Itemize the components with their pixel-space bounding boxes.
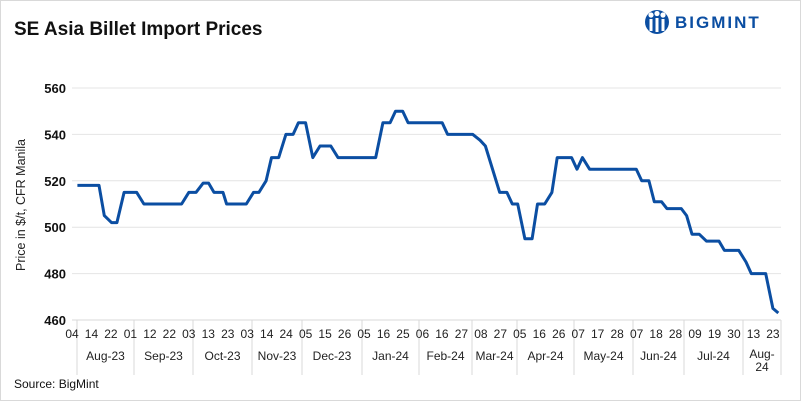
x-tick-label: 03 bbox=[182, 327, 196, 341]
y-tick-label: 540 bbox=[44, 127, 66, 142]
y-tick-label: 500 bbox=[44, 220, 66, 235]
x-tick-label: 03 bbox=[241, 327, 255, 341]
x-tick-label: 16 bbox=[377, 327, 391, 341]
x-tick-label: 12 bbox=[143, 327, 157, 341]
x-tick-label: 28 bbox=[610, 327, 624, 341]
logo-text: BIGMINT bbox=[675, 13, 761, 32]
x-tick-label: 08 bbox=[474, 327, 488, 341]
bigmint-logo: BIGMINT bbox=[645, 10, 761, 34]
x-tick-label: 27 bbox=[494, 327, 508, 341]
x-month-label: Sep-23 bbox=[144, 349, 183, 363]
x-tick-label: 23 bbox=[766, 327, 780, 341]
x-tick-label: 28 bbox=[669, 327, 683, 341]
x-tick-label: 22 bbox=[163, 327, 177, 341]
x-tick-label: 26 bbox=[552, 327, 566, 341]
x-month-label: May-24 bbox=[583, 349, 623, 363]
x-tick-label: 16 bbox=[435, 327, 449, 341]
x-month-label: Nov-23 bbox=[258, 349, 297, 363]
x-tick-label: 22 bbox=[104, 327, 118, 341]
x-tick-label: 05 bbox=[513, 327, 527, 341]
logo-people-icon bbox=[645, 10, 669, 34]
x-tick-label: 16 bbox=[533, 327, 547, 341]
x-tick-label: 14 bbox=[260, 327, 274, 341]
x-tick-label: 05 bbox=[357, 327, 371, 341]
x-month-label: Feb-24 bbox=[426, 349, 464, 363]
x-tick-label: 07 bbox=[630, 327, 644, 341]
x-month-label: Aug-24 bbox=[749, 348, 775, 374]
x-tick-label: 13 bbox=[202, 327, 216, 341]
x-month-label: Aug-23 bbox=[86, 349, 125, 363]
x-tick-label: 01 bbox=[124, 327, 138, 341]
x-month-label: Dec-23 bbox=[313, 349, 352, 363]
x-tick-label: 06 bbox=[416, 327, 430, 341]
x-tick-label: 26 bbox=[338, 327, 352, 341]
x-tick-label: 25 bbox=[396, 327, 410, 341]
x-month-label: Jan-24 bbox=[372, 349, 409, 363]
x-month-label: Apr-24 bbox=[527, 349, 563, 363]
y-tick-label: 520 bbox=[44, 174, 66, 189]
x-tick-label: 18 bbox=[649, 327, 663, 341]
y-tick-label: 480 bbox=[44, 267, 66, 282]
x-tick-label: 07 bbox=[572, 327, 586, 341]
y-tick-label: 460 bbox=[44, 313, 66, 328]
x-tick-label: 04 bbox=[65, 327, 79, 341]
x-tick-label: 30 bbox=[727, 327, 741, 341]
x-month-label: Oct-23 bbox=[204, 349, 240, 363]
x-tick-label: 23 bbox=[221, 327, 235, 341]
x-month-label: Jun-24 bbox=[640, 349, 677, 363]
series-line bbox=[77, 109, 780, 315]
x-tick-label: 14 bbox=[85, 327, 99, 341]
y-tick-label: 560 bbox=[44, 81, 66, 96]
x-month-label: Jul-24 bbox=[697, 349, 730, 363]
x-month-label-box: Aug-24 bbox=[749, 348, 775, 374]
x-tick-label: 13 bbox=[747, 327, 761, 341]
x-tick-label: 27 bbox=[455, 327, 469, 341]
x-tick-label: 17 bbox=[591, 327, 605, 341]
x-tick-label: 15 bbox=[318, 327, 332, 341]
x-tick-label: 19 bbox=[708, 327, 722, 341]
x-tick-label: 09 bbox=[688, 327, 702, 341]
x-tick-label: 05 bbox=[299, 327, 313, 341]
x-tick-label: 24 bbox=[279, 327, 293, 341]
source-note: Source: BigMint bbox=[14, 377, 99, 391]
chart-title: SE Asia Billet Import Prices bbox=[14, 19, 263, 40]
y-axis-title: Price in $/t, CFR Manila bbox=[14, 139, 28, 271]
x-month-label: Mar-24 bbox=[475, 349, 513, 363]
